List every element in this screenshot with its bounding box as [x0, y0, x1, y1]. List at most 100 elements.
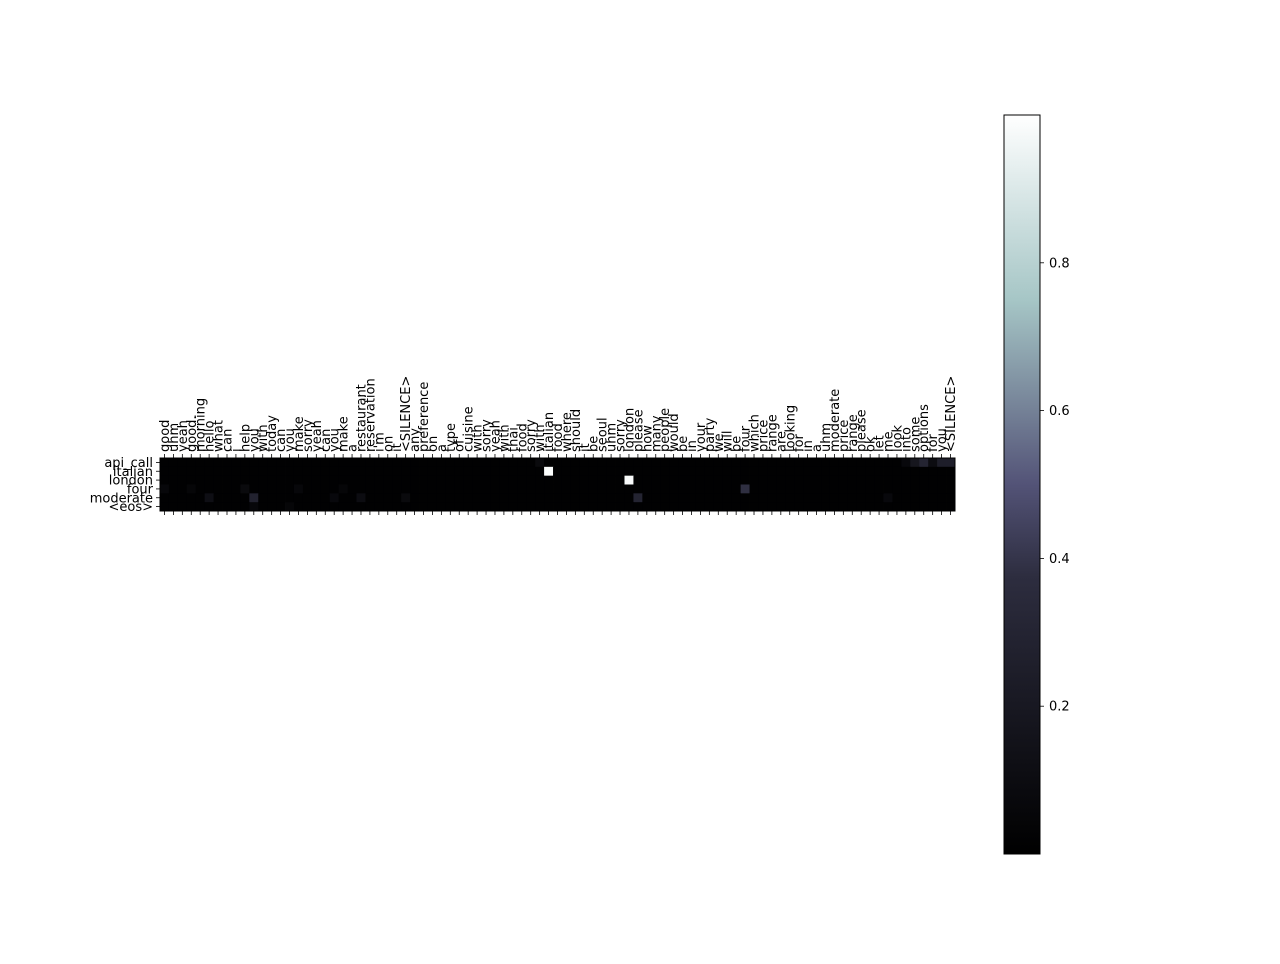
heatmap-cell	[445, 493, 456, 503]
x-tick-label: sorry	[480, 419, 495, 452]
heatmap-cell	[410, 475, 420, 485]
heatmap-cell	[847, 493, 858, 503]
heatmap-cell	[490, 458, 500, 468]
x-tick-label: make	[292, 416, 307, 452]
heatmap-cell	[588, 502, 599, 512]
heatmap-cell	[642, 458, 652, 468]
heatmap-cell	[535, 475, 545, 485]
heatmap-cell	[812, 493, 822, 503]
heatmap-cell	[722, 484, 733, 494]
heatmap-cell	[740, 458, 750, 468]
heatmap-cell	[776, 502, 786, 512]
heatmap-cell	[535, 493, 545, 503]
heatmap-cell	[937, 475, 947, 485]
x-tick-label: can	[220, 429, 235, 452]
heatmap-cell	[249, 502, 259, 512]
heatmap-cell	[454, 475, 465, 485]
heatmap-cell	[553, 484, 563, 494]
heatmap-cell	[740, 466, 750, 477]
heatmap-cell	[910, 493, 920, 503]
heatmap-cell	[731, 502, 742, 512]
heatmap-cell	[160, 466, 170, 477]
x-tick-label: you	[283, 428, 298, 452]
heatmap-cell	[508, 502, 518, 512]
heatmap-cell	[553, 466, 563, 477]
heatmap-cell	[526, 493, 536, 503]
heatmap-cell	[838, 484, 849, 494]
x-tick-label: will	[721, 431, 736, 452]
heatmap-cell	[937, 493, 947, 503]
heatmap-cell	[749, 484, 759, 494]
heatmap-cell	[892, 475, 902, 485]
heatmap-cell	[374, 502, 384, 512]
heatmap-cell	[838, 466, 849, 477]
heatmap-cell	[347, 502, 357, 512]
heatmap-cell	[535, 458, 545, 468]
heatmap-cell	[499, 458, 509, 468]
heatmap-cell	[267, 466, 277, 477]
heatmap-cell	[481, 458, 491, 468]
x-tick-label: where	[560, 412, 575, 452]
heatmap-cell	[410, 502, 420, 512]
heatmap-cell	[338, 502, 348, 512]
x-tick-label: thai	[506, 427, 521, 452]
heatmap-cell	[329, 466, 340, 477]
x-tick-label: in	[685, 440, 700, 452]
heatmap-cell	[892, 466, 902, 477]
heatmap-cell	[258, 493, 268, 503]
heatmap-cell	[285, 466, 295, 477]
x-tick-label: on	[426, 436, 441, 452]
x-tick-label: <SILENCE>	[399, 376, 414, 452]
heatmap-cell	[883, 475, 893, 485]
heatmap-cell	[365, 458, 375, 468]
heatmap-cell	[204, 502, 214, 512]
heatmap-cell	[821, 475, 831, 485]
x-tick-label: i'm	[372, 432, 387, 452]
heatmap-cell	[285, 458, 295, 468]
heatmap-cell	[615, 458, 625, 468]
heatmap-cell	[472, 484, 482, 494]
heatmap-cell	[463, 475, 474, 485]
heatmap-cell	[195, 484, 206, 494]
heatmap-cell	[222, 475, 232, 485]
heatmap-cell	[838, 493, 849, 503]
heatmap-cell	[293, 458, 304, 468]
heatmap-cell	[526, 502, 536, 512]
heatmap-cell	[865, 493, 875, 503]
x-tick-label: it	[390, 443, 405, 452]
heatmap-cell	[561, 484, 572, 494]
heatmap-cell	[195, 458, 206, 468]
heatmap-cell	[463, 502, 474, 512]
heatmap-cell	[919, 458, 929, 468]
heatmap-cell	[472, 466, 482, 477]
heatmap-cell	[713, 475, 724, 485]
heatmap-cell	[776, 493, 786, 503]
heatmap-cell	[365, 493, 375, 503]
heatmap-cell	[329, 484, 340, 494]
x-tick-label: any	[408, 428, 423, 452]
heatmap-cell	[168, 484, 179, 494]
heatmap-cell	[678, 475, 688, 485]
heatmap-cell	[285, 475, 295, 485]
heatmap-cell	[588, 484, 599, 494]
heatmap-cell	[329, 475, 340, 485]
heatmap-cell	[302, 466, 313, 477]
heatmap-cell	[812, 466, 822, 477]
heatmap-cell	[490, 493, 500, 503]
heatmap-cell	[660, 475, 670, 485]
x-tick-label: be	[676, 436, 691, 452]
heatmap-cell	[731, 484, 742, 494]
heatmap-cell	[499, 484, 509, 494]
heatmap-cell	[213, 466, 223, 477]
x-tick-label: make	[337, 416, 352, 452]
heatmap-cell	[910, 466, 920, 477]
heatmap-cell	[481, 475, 491, 485]
heatmap-cell	[320, 475, 331, 485]
heatmap-cell	[338, 466, 348, 477]
heatmap-cell	[249, 458, 259, 468]
heatmap-cell	[874, 502, 884, 512]
heatmap-cell	[320, 466, 331, 477]
heatmap-cell	[401, 502, 411, 512]
heatmap-cell	[785, 475, 795, 485]
heatmap-cell	[177, 475, 188, 485]
